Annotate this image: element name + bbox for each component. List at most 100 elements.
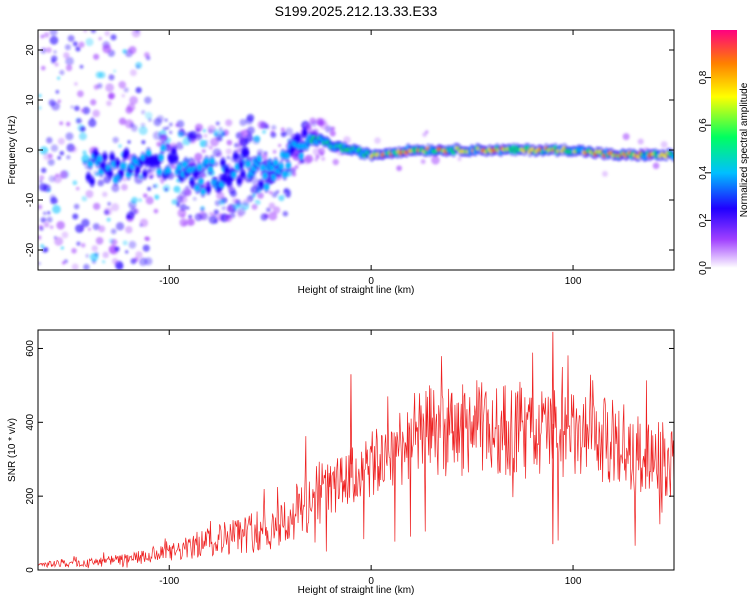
spectrogram-xtick-label: -100	[159, 276, 179, 287]
heatmap-cell	[49, 36, 59, 45]
heatmap-cell	[92, 202, 101, 211]
heatmap-cell	[179, 195, 188, 204]
heatmap-cell	[96, 155, 102, 162]
heatmap-cell	[280, 131, 287, 138]
heatmap-cell	[145, 55, 151, 61]
heatmap-cell	[83, 263, 90, 270]
heatmap-cell	[258, 181, 264, 188]
heatmap-cell	[431, 155, 440, 165]
heatmap-cell	[38, 261, 41, 266]
heatmap-cell	[218, 127, 223, 132]
heatmap-cell	[40, 244, 45, 248]
heatmap-cell	[129, 69, 137, 77]
heatmap-cell	[111, 258, 119, 265]
heatmap-cell	[73, 203, 80, 210]
heatmap-cell	[239, 118, 247, 127]
heatmap-cell	[57, 76, 61, 80]
heatmap-cell	[122, 240, 128, 246]
heatmap-cell	[260, 164, 266, 171]
heatmap-cell	[182, 161, 188, 168]
heatmap-cell	[38, 93, 42, 98]
heatmap-cell	[147, 171, 155, 179]
heatmap-cell	[260, 213, 268, 221]
heatmap-cell	[78, 41, 85, 48]
heatmap-cell	[221, 205, 227, 211]
heatmap-cell	[79, 126, 86, 132]
heatmap-cell	[231, 171, 237, 178]
heatmap-cell	[63, 52, 70, 59]
heatmap-cell	[144, 96, 152, 104]
heatmap-cell	[193, 171, 199, 178]
heatmap-cell	[122, 177, 127, 182]
heatmap-cell	[81, 195, 88, 202]
heatmap-cell	[53, 50, 57, 54]
spectrogram-ytick-label: 0	[25, 147, 36, 153]
heatmap-cell	[262, 172, 268, 179]
heatmap-cell	[92, 109, 100, 118]
heatmap-cell	[142, 171, 148, 178]
heatmap-cell	[256, 156, 262, 163]
heatmap-cell	[284, 152, 290, 159]
heatmap-cell	[93, 150, 99, 157]
heatmap-cell	[108, 92, 116, 100]
heatmap-cell	[56, 220, 65, 230]
heatmap-cell	[184, 188, 192, 197]
heatmap-cell	[87, 160, 93, 167]
snr-ytick-label: 400	[25, 414, 36, 431]
heatmap-cell	[75, 224, 84, 233]
heatmap-cell	[637, 138, 644, 145]
spectrogram-heatmap	[38, 30, 674, 270]
snr-ticks: -100 0 100 0 200 400 600	[25, 330, 674, 587]
snr-panel: -100 0 100 0 200 400 600 Height of straight li…	[7, 329, 675, 596]
spectrogram-xtick-label: 100	[565, 276, 582, 287]
heatmap-cell	[173, 155, 179, 162]
heatmap-cell	[175, 141, 184, 150]
heatmap-cell	[422, 132, 427, 137]
spectrogram-ytick-label: 20	[25, 44, 36, 56]
heatmap-cell	[158, 154, 164, 161]
heatmap-cell	[166, 126, 170, 130]
heatmap-cell	[671, 154, 674, 159]
heatmap-cell	[72, 213, 79, 220]
colorbar-tick-label: 0.6	[698, 118, 709, 132]
heatmap-cell	[113, 69, 117, 73]
heatmap-cell	[102, 44, 112, 54]
heatmap-cell	[97, 179, 105, 187]
heatmap-cell	[231, 197, 239, 205]
heatmap-blobs	[38, 30, 674, 270]
heatmap-cell	[245, 116, 254, 125]
heatmap-cell	[148, 118, 152, 122]
heatmap-cell	[120, 163, 126, 170]
heatmap-cell	[425, 130, 429, 134]
heatmap-cell	[138, 126, 148, 136]
heatmap-cell	[42, 211, 47, 216]
heatmap-cell	[107, 201, 112, 206]
heatmap-cell	[50, 59, 56, 64]
heatmap-cell	[205, 186, 211, 193]
heatmap-cell	[46, 216, 53, 223]
heatmap-cell	[83, 30, 87, 33]
heatmap-cell	[102, 191, 108, 198]
heatmap-cell	[91, 245, 98, 252]
heatmap-cell	[85, 38, 94, 47]
heatmap-cell	[195, 133, 203, 141]
heatmap-cell	[75, 46, 81, 52]
heatmap-cell	[309, 117, 317, 125]
heatmap-cell	[74, 82, 78, 86]
snr-ytick-label: 200	[25, 487, 36, 504]
heatmap-cell	[128, 46, 137, 55]
heatmap-cell	[268, 211, 278, 221]
heatmap-cell	[213, 209, 219, 215]
heatmap-cell	[42, 184, 51, 193]
heatmap-cell	[272, 149, 277, 154]
heatmap-cell	[65, 56, 74, 66]
colorbar-tick-label: 0.0	[698, 261, 709, 275]
heatmap-cell	[49, 194, 56, 201]
heatmap-cell	[242, 199, 250, 207]
heatmap-cell	[209, 158, 215, 165]
figure-title: S199.2025.212.13.33.E33	[275, 3, 438, 19]
heatmap-cell	[314, 158, 318, 162]
heatmap-cell	[319, 118, 327, 126]
heatmap-cell	[135, 61, 143, 69]
